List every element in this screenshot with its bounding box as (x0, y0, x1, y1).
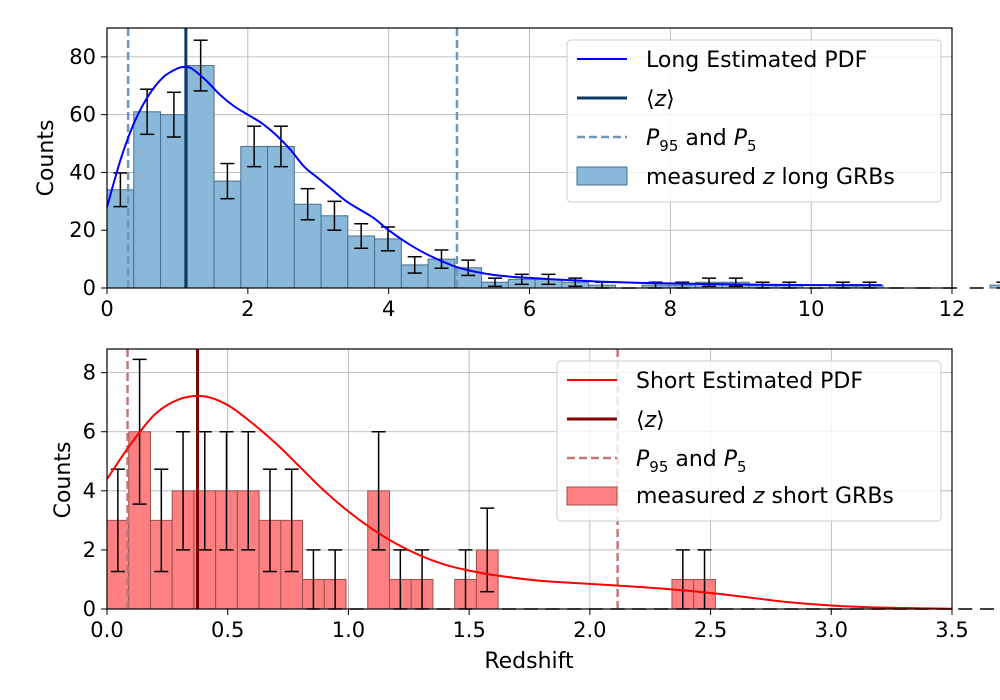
legend-hist-label: measured z short GRBs (636, 484, 894, 509)
hist-bar (989, 284, 1000, 289)
hist-bar (133, 111, 162, 289)
x-tick-label: 12 (939, 297, 966, 321)
x-tick-label: 2.5 (694, 618, 727, 642)
y-tick-label: 6 (83, 420, 96, 444)
short-pdf-curve (106, 394, 953, 610)
short-legend: Short Estimated PDF ⟨z⟩ P95 and P5 measu… (556, 360, 942, 522)
pdf-curve (106, 65, 882, 287)
legend-pct-label: P95 and P5 (646, 126, 757, 155)
y-tick-label: 80 (69, 45, 96, 69)
y-tick-label: 20 (69, 218, 96, 242)
x-tick-label: 2 (241, 297, 254, 321)
y-tick-label: 8 (83, 361, 96, 385)
long-legend: Long Estimated PDF ⟨z⟩ P95 and P5 measur… (566, 39, 942, 203)
y-tick-label: 0 (83, 276, 96, 300)
hist-bar (160, 114, 188, 289)
y-tick-label: 60 (69, 103, 96, 127)
y-tick-label: 2 (83, 538, 96, 562)
legend-mean-label: ⟨z⟩ (646, 87, 675, 112)
long-y-ticks: 0 20 40 60 80 (69, 45, 107, 300)
long-reference-lines (126, 28, 459, 288)
x-tick-label: 6 (523, 297, 536, 321)
short-plot-frame (106, 348, 953, 610)
long-pdf-curve (106, 65, 882, 287)
hist-bar (186, 65, 215, 289)
legend-hist-swatch (576, 166, 628, 186)
x-tick-label: 10 (798, 297, 825, 321)
hist-bar (267, 145, 295, 289)
x-tick-label: 3.0 (815, 618, 848, 642)
long-x-ticks: 0 2 4 6 8 10 12 (100, 288, 965, 321)
legend-hist-label: measured z long GRBs (646, 165, 895, 190)
short-y-ticks: 0 2 4 6 8 (83, 361, 107, 621)
x-tick-label: 0 (100, 297, 113, 321)
y-tick-label: 4 (83, 479, 96, 503)
x-tick-label: 1.0 (332, 618, 365, 642)
legend-hist-swatch (566, 486, 618, 506)
x-tick-label: 8 (664, 297, 677, 321)
long-histogram (106, 65, 1000, 289)
x-tick-label: 0.5 (211, 618, 244, 642)
hist-bar (240, 145, 269, 289)
pdf-curve (106, 394, 953, 610)
legend-pdf-label: Short Estimated PDF (636, 369, 863, 394)
x-tick-label: 4 (382, 297, 395, 321)
long-y-axis-label: Counts (34, 120, 59, 197)
x-tick-label: 1.5 (452, 618, 485, 642)
x-tick-label: 3.5 (935, 618, 968, 642)
x-tick-label: 2.0 (573, 618, 606, 642)
x-tick-label: 0.0 (90, 618, 123, 642)
legend-pct-label: P95 and P5 (636, 447, 747, 476)
long-grb-panel: 0 2 4 6 8 10 12 0 20 40 60 80 Counts Long Estimate… (34, 27, 1000, 321)
y-tick-label: 0 (83, 597, 96, 621)
legend-mean-label: ⟨z⟩ (636, 408, 665, 433)
short-grb-panel: 0.0 0.5 1.0 1.5 2.0 2.5 3.0 3.5 0 2 4 6 8 Counts Re… (51, 348, 995, 674)
legend-pdf-label: Long Estimated PDF (646, 48, 867, 73)
short-x-ticks: 0.0 0.5 1.0 1.5 2.0 2.5 3.0 3.5 (90, 609, 969, 642)
x-axis-label: Redshift (484, 649, 574, 674)
y-tick-label: 40 (69, 160, 96, 184)
short-y-axis-label: Counts (51, 442, 76, 519)
